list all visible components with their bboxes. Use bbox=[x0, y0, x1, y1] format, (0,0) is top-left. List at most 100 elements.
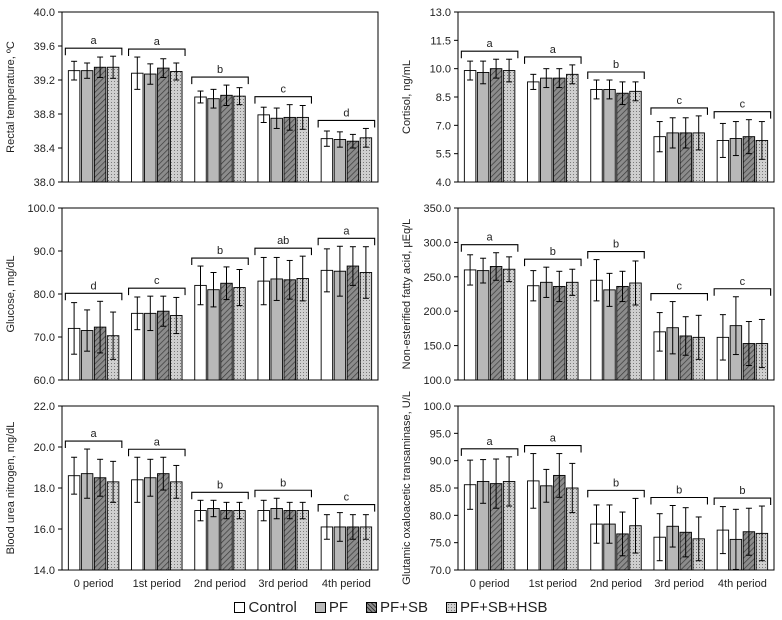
legend-item-control: Control bbox=[234, 598, 297, 616]
significance-bracket bbox=[587, 489, 645, 498]
y-axis-label: Cortisol, ng/mL bbox=[401, 60, 413, 134]
bar-pf bbox=[476, 270, 490, 381]
plot-frame bbox=[457, 207, 775, 381]
y-tick-label: 11.5 bbox=[430, 35, 451, 47]
y-tick-label: 18.0 bbox=[34, 483, 55, 495]
significance-bracket bbox=[317, 119, 376, 128]
significance-bracket bbox=[254, 247, 312, 256]
significance-bracket bbox=[650, 293, 708, 301]
y-tick-label: 300.0 bbox=[423, 237, 451, 249]
y-tick-label: 80.0 bbox=[34, 289, 55, 301]
bar-pf-sb-hsb bbox=[233, 95, 246, 183]
chart-bun: 14.0 16.0 18.0 20.0 22.0 Blood urea nitrogen,… bbox=[5, 401, 379, 590]
significance-letter: a bbox=[550, 44, 557, 56]
significance-bracket bbox=[713, 497, 772, 506]
x-tick-label: 0 period bbox=[470, 578, 510, 590]
bar-pf-sb bbox=[489, 266, 503, 381]
x-tick-label: 0 period bbox=[74, 578, 114, 590]
significance-bracket bbox=[191, 76, 249, 85]
y-tick-label: 90.0 bbox=[34, 246, 55, 258]
bar-pf bbox=[603, 88, 616, 183]
y-axis-label: Glutamic oxaloacetic transaminase, U/L bbox=[401, 391, 413, 585]
significance-letter: ab bbox=[277, 235, 289, 247]
bar-pf-sb bbox=[553, 77, 566, 183]
significance-bracket bbox=[317, 237, 376, 246]
y-tick-label: 100.0 bbox=[423, 375, 451, 387]
bar-pf-sb bbox=[220, 510, 233, 571]
legend: Control PF PF+SB PF+SB+HSB bbox=[0, 596, 782, 618]
legend-swatch-pf bbox=[314, 601, 326, 613]
significance-letter: c bbox=[344, 492, 350, 504]
bar-pf bbox=[207, 98, 220, 183]
bar-pf-sb bbox=[157, 67, 170, 183]
x-tick-label: 2nd period bbox=[194, 578, 246, 590]
bar-pf-sb-hsb bbox=[106, 66, 120, 183]
significance-bracket bbox=[317, 504, 376, 512]
y-tick-label: 22.0 bbox=[34, 401, 55, 413]
significance-letter: a bbox=[343, 225, 350, 237]
y-tick-label: 60.0 bbox=[34, 375, 55, 387]
significance-bracket bbox=[524, 56, 582, 64]
significance-letter: b bbox=[613, 477, 619, 489]
bar-pf bbox=[144, 73, 157, 183]
significance-letter: a bbox=[487, 232, 494, 244]
x-tick-label: 1st period bbox=[133, 578, 181, 590]
y-tick-label: 40.0 bbox=[34, 7, 55, 19]
y-tick-label: 90.0 bbox=[430, 456, 451, 468]
bar-control bbox=[67, 70, 81, 183]
bar-control bbox=[194, 96, 207, 183]
y-tick-label: 4.0 bbox=[436, 177, 451, 189]
x-tick-label: 4th period bbox=[322, 578, 371, 590]
significance-bracket bbox=[128, 287, 186, 296]
chart-glucose: 60.0 70.0 80.0 90.0 100.0 Glucose, mg/dL d c b ab… bbox=[5, 203, 379, 387]
significance-letter: b bbox=[217, 245, 223, 257]
y-axis-label: Non-esterified fatty acid, µEq/L bbox=[401, 219, 413, 370]
y-tick-label: 38.4 bbox=[34, 143, 55, 155]
plot-frame bbox=[61, 11, 379, 183]
significance-letter: b bbox=[217, 479, 223, 491]
significance-bracket bbox=[254, 96, 312, 104]
significance-bracket bbox=[191, 491, 249, 500]
significance-letter: b bbox=[550, 246, 556, 258]
legend-item-pf: PF bbox=[314, 598, 349, 616]
y-tick-label: 16.0 bbox=[34, 524, 55, 536]
y-tick-label: 39.6 bbox=[34, 41, 55, 53]
legend-label-pf-sb-hsb: PF+SB+HSB bbox=[459, 598, 548, 616]
y-tick-label: 95.0 bbox=[430, 428, 451, 440]
y-tick-label: 75.0 bbox=[430, 538, 451, 550]
y-tick-label: 39.2 bbox=[34, 75, 55, 87]
y-tick-label: 150.0 bbox=[423, 341, 451, 353]
bar-pf-sb-hsb bbox=[566, 281, 579, 381]
bar-pf bbox=[476, 71, 490, 183]
y-tick-label: 250.0 bbox=[423, 272, 451, 284]
significance-letter: b bbox=[613, 239, 619, 251]
significance-bracket bbox=[650, 496, 708, 505]
significance-bracket bbox=[64, 440, 123, 449]
bar-control bbox=[590, 88, 603, 183]
bar-control bbox=[527, 81, 540, 183]
significance-bracket bbox=[128, 48, 186, 57]
y-tick-label: 100.0 bbox=[27, 203, 55, 215]
significance-letter: c bbox=[280, 84, 286, 96]
significance-letter: a bbox=[487, 38, 494, 50]
significance-bracket bbox=[64, 292, 123, 301]
legend-label-control: Control bbox=[248, 598, 297, 616]
y-axis-label: Glucose, mg/dL bbox=[5, 255, 17, 332]
y-tick-label: 100.0 bbox=[423, 401, 451, 413]
significance-letter: c bbox=[154, 275, 160, 287]
legend-swatch-pf-sb bbox=[366, 601, 378, 613]
significance-bracket bbox=[587, 251, 645, 259]
significance-bracket bbox=[460, 244, 519, 252]
bar-pf-sb-hsb bbox=[296, 510, 309, 571]
y-tick-label: 38.8 bbox=[34, 109, 55, 121]
bar-pf-sb-hsb bbox=[170, 71, 183, 183]
bar-control bbox=[257, 114, 270, 183]
bar-pf-sb-hsb bbox=[502, 268, 516, 381]
bar-pf-sb bbox=[489, 68, 503, 183]
significance-letter: a bbox=[91, 35, 98, 47]
x-tick-label: 2nd period bbox=[590, 578, 642, 590]
significance-letter: a bbox=[487, 436, 494, 448]
bar-pf-sb-hsb bbox=[233, 510, 246, 571]
legend-label-pf: PF bbox=[328, 598, 349, 616]
significance-bracket bbox=[128, 448, 186, 457]
